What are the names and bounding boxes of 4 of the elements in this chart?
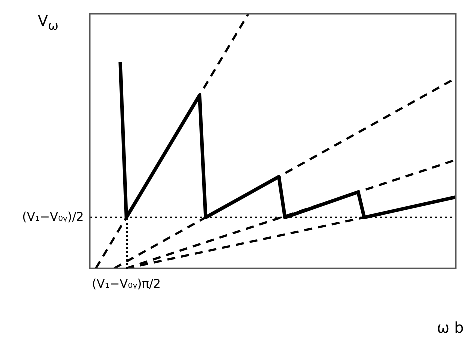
y-axis-title: V$_{ω}$ <box>38 12 59 33</box>
ref-line-label: (V₁−V₀ᵧ)/2 <box>22 210 84 224</box>
x-axis-title: ω b <box>437 319 464 337</box>
text: (V₁−V₀ᵧ)π/2 <box>91 276 162 291</box>
